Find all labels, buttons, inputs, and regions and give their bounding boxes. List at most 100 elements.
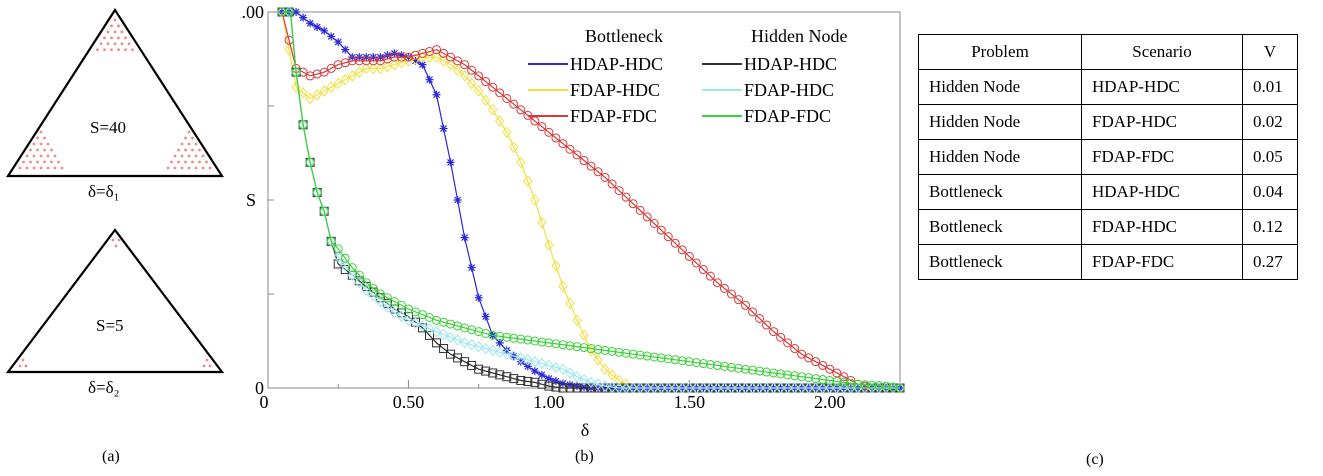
data-point-diamond bbox=[670, 382, 680, 394]
data-point-diamond bbox=[481, 94, 491, 107]
data-point-circle bbox=[544, 338, 554, 348]
data-point-diamond bbox=[537, 216, 547, 229]
data-point-square bbox=[544, 381, 554, 391]
legend-entry-label: HDAP-HDC bbox=[570, 54, 663, 74]
triangle-bottom bbox=[5, 228, 225, 374]
data-point-diamond bbox=[614, 382, 624, 394]
data-point-star bbox=[320, 26, 329, 35]
particle-dot bbox=[39, 130, 43, 134]
data-point-star bbox=[467, 263, 476, 272]
data-point-diamond bbox=[530, 355, 540, 368]
data-point-circle bbox=[361, 278, 371, 288]
data-point-circle bbox=[312, 69, 322, 79]
data-point-diamond bbox=[853, 382, 863, 394]
data-point-square bbox=[537, 379, 547, 389]
legend-group-hidden-node: Hidden Node bbox=[751, 26, 847, 46]
triangle-bottom-delta-label: δ=δ₂ bbox=[88, 378, 120, 397]
cell-scenario: FDAP-FDC bbox=[1081, 244, 1243, 280]
data-point-diamond bbox=[340, 259, 350, 272]
data-point-circle bbox=[410, 50, 420, 60]
cell-problem: Hidden Node bbox=[918, 104, 1082, 140]
cell-problem: Bottleneck bbox=[918, 244, 1082, 280]
particle-dot bbox=[198, 160, 201, 164]
data-point-circle bbox=[551, 339, 561, 349]
data-point-circle bbox=[460, 323, 470, 333]
cell-scenario: HDAP-HDC bbox=[1081, 69, 1243, 105]
data-point-circle bbox=[382, 54, 392, 64]
data-point-diamond bbox=[333, 77, 343, 90]
data-point-diamond bbox=[347, 70, 357, 82]
particle-dot bbox=[184, 160, 187, 164]
data-point-circle bbox=[340, 58, 350, 68]
particle-dot bbox=[53, 154, 57, 158]
data-point-circle bbox=[312, 187, 322, 197]
data-point-circle bbox=[825, 364, 835, 374]
table-row: Bottleneck HDAP-HDC 0.04 bbox=[918, 174, 1298, 210]
data-point-diamond bbox=[495, 115, 505, 127]
data-point-circle bbox=[762, 320, 772, 330]
data-point-circle bbox=[495, 331, 505, 341]
data-point-diamond bbox=[354, 276, 364, 289]
triangle-top-s-label: S=40 bbox=[90, 118, 127, 137]
data-point-circle bbox=[467, 325, 477, 335]
data-point-star bbox=[432, 90, 441, 99]
data-point-diamond bbox=[839, 382, 849, 394]
legend-entry-label: FDAP-HDC bbox=[744, 80, 834, 100]
x-tick-label: 1.00 bbox=[533, 392, 565, 412]
data-point-diamond bbox=[431, 325, 442, 338]
data-point-circle bbox=[481, 328, 491, 338]
particle-dot bbox=[120, 30, 124, 34]
data-point-circle bbox=[733, 363, 743, 373]
data-point-circle bbox=[719, 283, 729, 293]
data-point-star bbox=[439, 124, 448, 133]
data-point-circle bbox=[677, 245, 687, 255]
data-point-star bbox=[313, 23, 322, 32]
data-point-diamond bbox=[740, 382, 751, 394]
table-row: Hidden Node FDAP-HDC 0.02 bbox=[918, 104, 1298, 140]
data-point-square bbox=[586, 383, 596, 393]
data-point-diamond bbox=[818, 382, 828, 394]
data-point-circle bbox=[579, 343, 589, 353]
data-point-circle bbox=[537, 337, 547, 347]
particle-dot bbox=[180, 154, 184, 158]
particle-dot bbox=[124, 36, 127, 40]
data-point-diamond bbox=[572, 314, 582, 327]
cell-scenario: FDAP-HDC bbox=[1081, 209, 1243, 245]
data-point-star bbox=[425, 75, 434, 84]
data-point-square bbox=[572, 383, 582, 393]
data-point-circle bbox=[853, 379, 863, 389]
particle-dot bbox=[43, 148, 46, 152]
header-problem: Problem bbox=[918, 34, 1082, 70]
data-point-circle bbox=[319, 206, 329, 216]
data-point-square bbox=[488, 368, 498, 378]
data-point-diamond bbox=[733, 382, 744, 394]
data-point-diamond bbox=[523, 353, 533, 366]
particle-dot bbox=[60, 166, 64, 170]
data-point-circle bbox=[741, 300, 751, 310]
data-point-circle bbox=[530, 336, 540, 346]
data-point-circle bbox=[755, 366, 765, 376]
data-point-diamond bbox=[635, 382, 645, 394]
data-point-diamond bbox=[389, 306, 400, 319]
data-point-star bbox=[481, 312, 490, 321]
data-point-circle bbox=[769, 368, 779, 378]
x-tick-label: 0.50 bbox=[393, 392, 425, 412]
data-point-diamond bbox=[488, 103, 498, 116]
data-point-diamond bbox=[783, 382, 793, 394]
particle-dot bbox=[50, 148, 53, 152]
data-point-star bbox=[327, 32, 336, 41]
data-point-circle bbox=[607, 179, 617, 189]
legend-entry-label: FDAP-FDC bbox=[744, 106, 831, 126]
results-table: Problem Scenario V Hidden Node HDAP-HDC 0.… bbox=[918, 34, 1298, 280]
data-point-diamond bbox=[467, 77, 477, 90]
data-point-circle bbox=[368, 283, 378, 293]
data-point-circle bbox=[825, 375, 835, 385]
particle-dot bbox=[18, 166, 22, 170]
data-point-circle bbox=[614, 347, 624, 357]
data-point-circle bbox=[530, 116, 540, 126]
table-row: Hidden Node FDAP-FDC 0.05 bbox=[918, 139, 1298, 175]
data-point-circle bbox=[698, 359, 708, 369]
data-point-diamond bbox=[719, 382, 730, 394]
data-point-diamond bbox=[804, 382, 814, 394]
data-point-star bbox=[474, 293, 483, 302]
